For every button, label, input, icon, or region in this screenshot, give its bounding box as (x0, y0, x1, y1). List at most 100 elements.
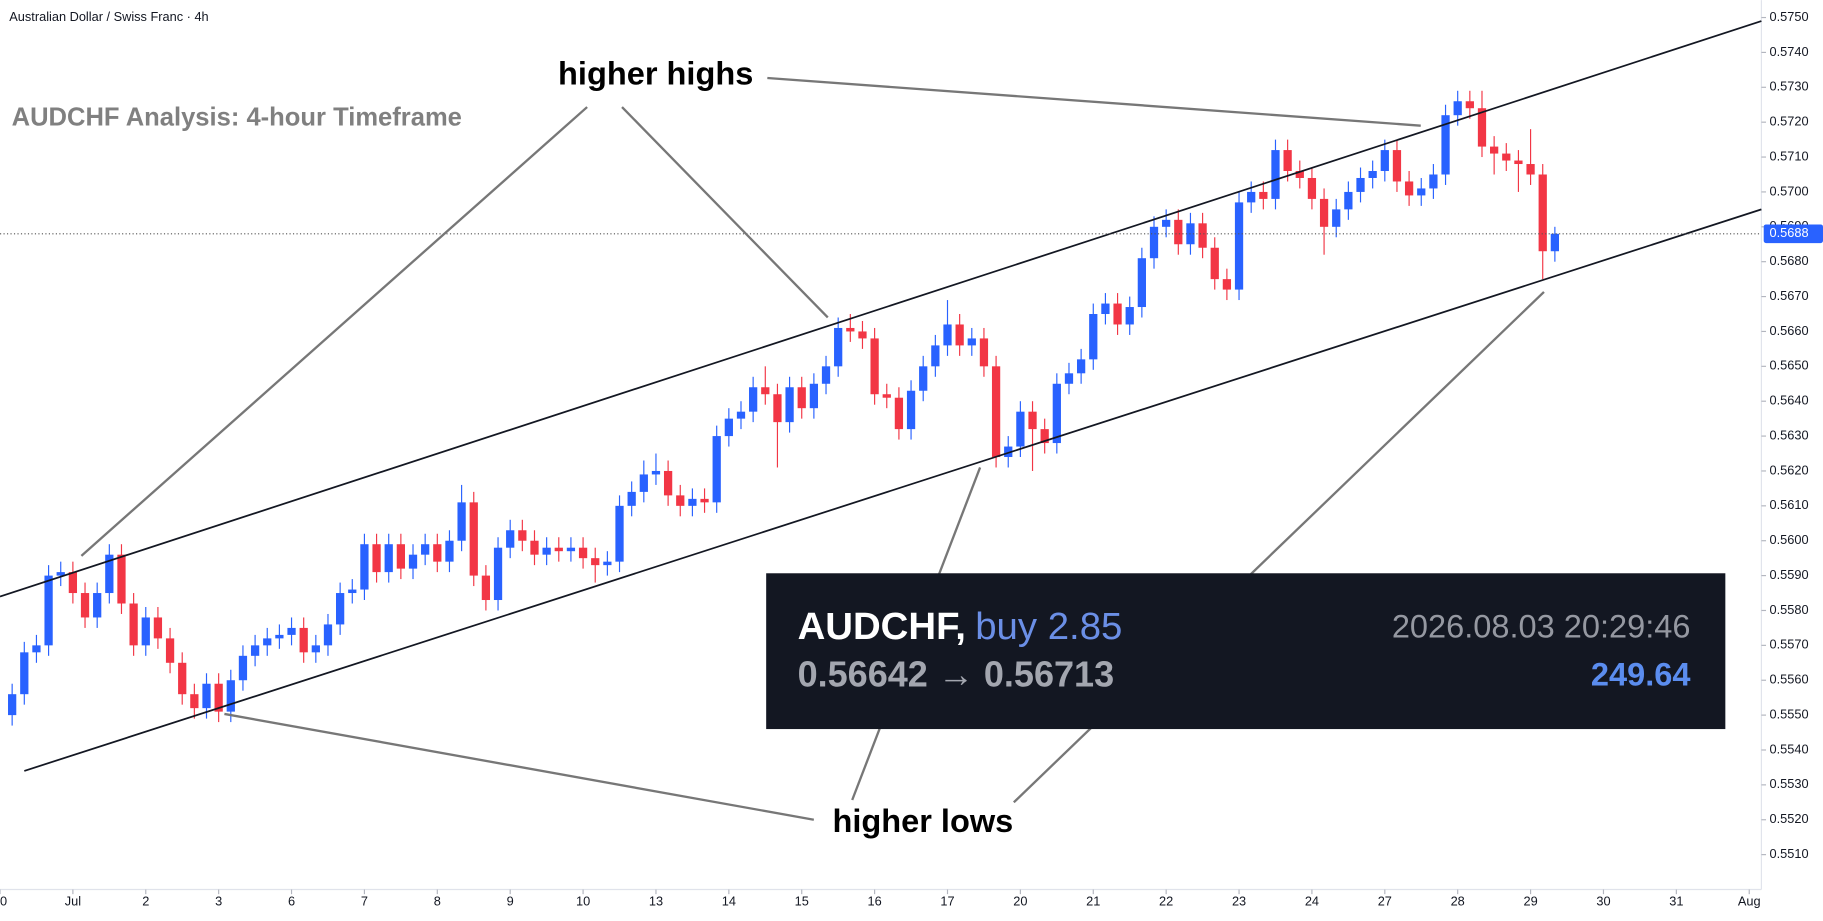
y-tick-label: 0.5570 (1770, 637, 1809, 652)
candle-body (469, 502, 478, 576)
candle-body (591, 558, 600, 566)
x-tick-label: Aug (1738, 894, 1761, 909)
candle-body (1137, 258, 1146, 308)
channel-line (0, 20, 1762, 598)
candle-body (615, 505, 624, 562)
prices: 0.56642 → 0.56713 (798, 653, 1115, 694)
x-tick-label: Jul (65, 894, 81, 909)
candle-body (700, 498, 709, 503)
candle-body (1550, 233, 1560, 252)
y-tick-label: 0.5740 (1770, 44, 1809, 59)
candle-body (190, 694, 199, 709)
candle-body (384, 544, 393, 573)
candle-body (967, 338, 976, 346)
candle-body (749, 387, 758, 412)
candle-body (1162, 219, 1171, 227)
y-tick-label: 0.5750 (1770, 9, 1809, 24)
pointer (767, 76, 1421, 127)
candle-body (1234, 202, 1244, 290)
y-tick-label: 0.5660 (1770, 323, 1809, 338)
y-tick-label: 0.5640 (1770, 393, 1809, 408)
candle-body (481, 575, 491, 601)
candle-body (627, 491, 636, 506)
candle-body (1380, 150, 1389, 172)
trade-title: AUDCHF, buy 2.85 (798, 605, 1123, 648)
candle-body (202, 683, 211, 709)
candle-body (1514, 160, 1523, 165)
candle-body (421, 544, 430, 555)
candle-body (1319, 198, 1329, 227)
candle-body (80, 593, 90, 618)
candle-body (858, 331, 867, 339)
x-tick-label: 3 (215, 894, 222, 909)
candle-body (117, 554, 126, 604)
x-tick-label: 30 (0, 894, 7, 909)
pointer (224, 712, 815, 821)
x-tick-label: 28 (1451, 894, 1465, 909)
candle-body (906, 390, 916, 430)
y-tick-label: 0.5600 (1770, 532, 1809, 547)
candle-body (372, 544, 381, 573)
annotation: higher lows (832, 803, 1013, 839)
y-tick-label: 0.5650 (1770, 358, 1809, 373)
candle-body (1101, 303, 1110, 315)
candle-body (1356, 177, 1365, 192)
x-tick-label: 2 (142, 894, 149, 909)
candle-body (56, 572, 65, 576)
candle-body (724, 418, 733, 437)
candle-body (299, 627, 308, 653)
candle-body (323, 624, 333, 646)
candle-body (311, 645, 320, 653)
candle-body (165, 638, 175, 663)
x-tick-label: 10 (576, 894, 590, 909)
candle-body (1174, 219, 1183, 245)
candle-body (1149, 226, 1159, 259)
candle-body (1368, 171, 1377, 178)
candle-body (445, 540, 454, 562)
trade-box-bg (766, 573, 1726, 730)
candle-body (1113, 303, 1122, 325)
candle-body (1064, 373, 1074, 384)
candle-body (870, 338, 879, 395)
candle-body (433, 544, 442, 562)
candle-body (1332, 209, 1341, 227)
x-tick-label: 27 (1378, 894, 1392, 909)
x-tick-label: 6 (288, 894, 295, 909)
candle-body (955, 324, 964, 346)
candle-body (238, 655, 248, 681)
candle-body (797, 387, 806, 409)
x-tick-label: 29 (1523, 894, 1537, 909)
y-tick-label: 0.5610 (1770, 497, 1809, 512)
y-tick-label: 0.5680 (1770, 253, 1809, 268)
candle-body (663, 470, 673, 496)
candle-body (214, 683, 223, 712)
candle-body (979, 338, 989, 367)
candle-body (1076, 359, 1086, 374)
candle-body (554, 547, 563, 552)
x-tick-label: 14 (722, 894, 736, 909)
candle-body (1040, 429, 1049, 444)
candle-body (1210, 247, 1219, 280)
current-price-label: 0.5688 (1770, 225, 1809, 240)
candle-body (263, 638, 272, 646)
candle-body (542, 547, 551, 555)
candle-body (518, 530, 527, 541)
candle-body (1283, 150, 1292, 172)
y-tick-label: 0.5700 (1770, 183, 1809, 198)
x-tick-label: 9 (507, 894, 514, 909)
candle-body (1028, 411, 1037, 430)
candle-body (408, 554, 418, 569)
trade-box: AUDCHF, buy 2.85 0.56642 → 0.56713 2026.0… (766, 573, 1726, 730)
candle-body (1259, 191, 1268, 199)
candle-body (651, 470, 661, 475)
x-tick-label: 23 (1232, 894, 1246, 909)
y-tick-label: 0.5510 (1770, 846, 1809, 861)
candle-body (457, 502, 466, 541)
candle-body (1429, 174, 1438, 189)
candle-body (1453, 101, 1462, 116)
annotation: higher highs (558, 55, 753, 91)
candle-body (1222, 279, 1232, 290)
